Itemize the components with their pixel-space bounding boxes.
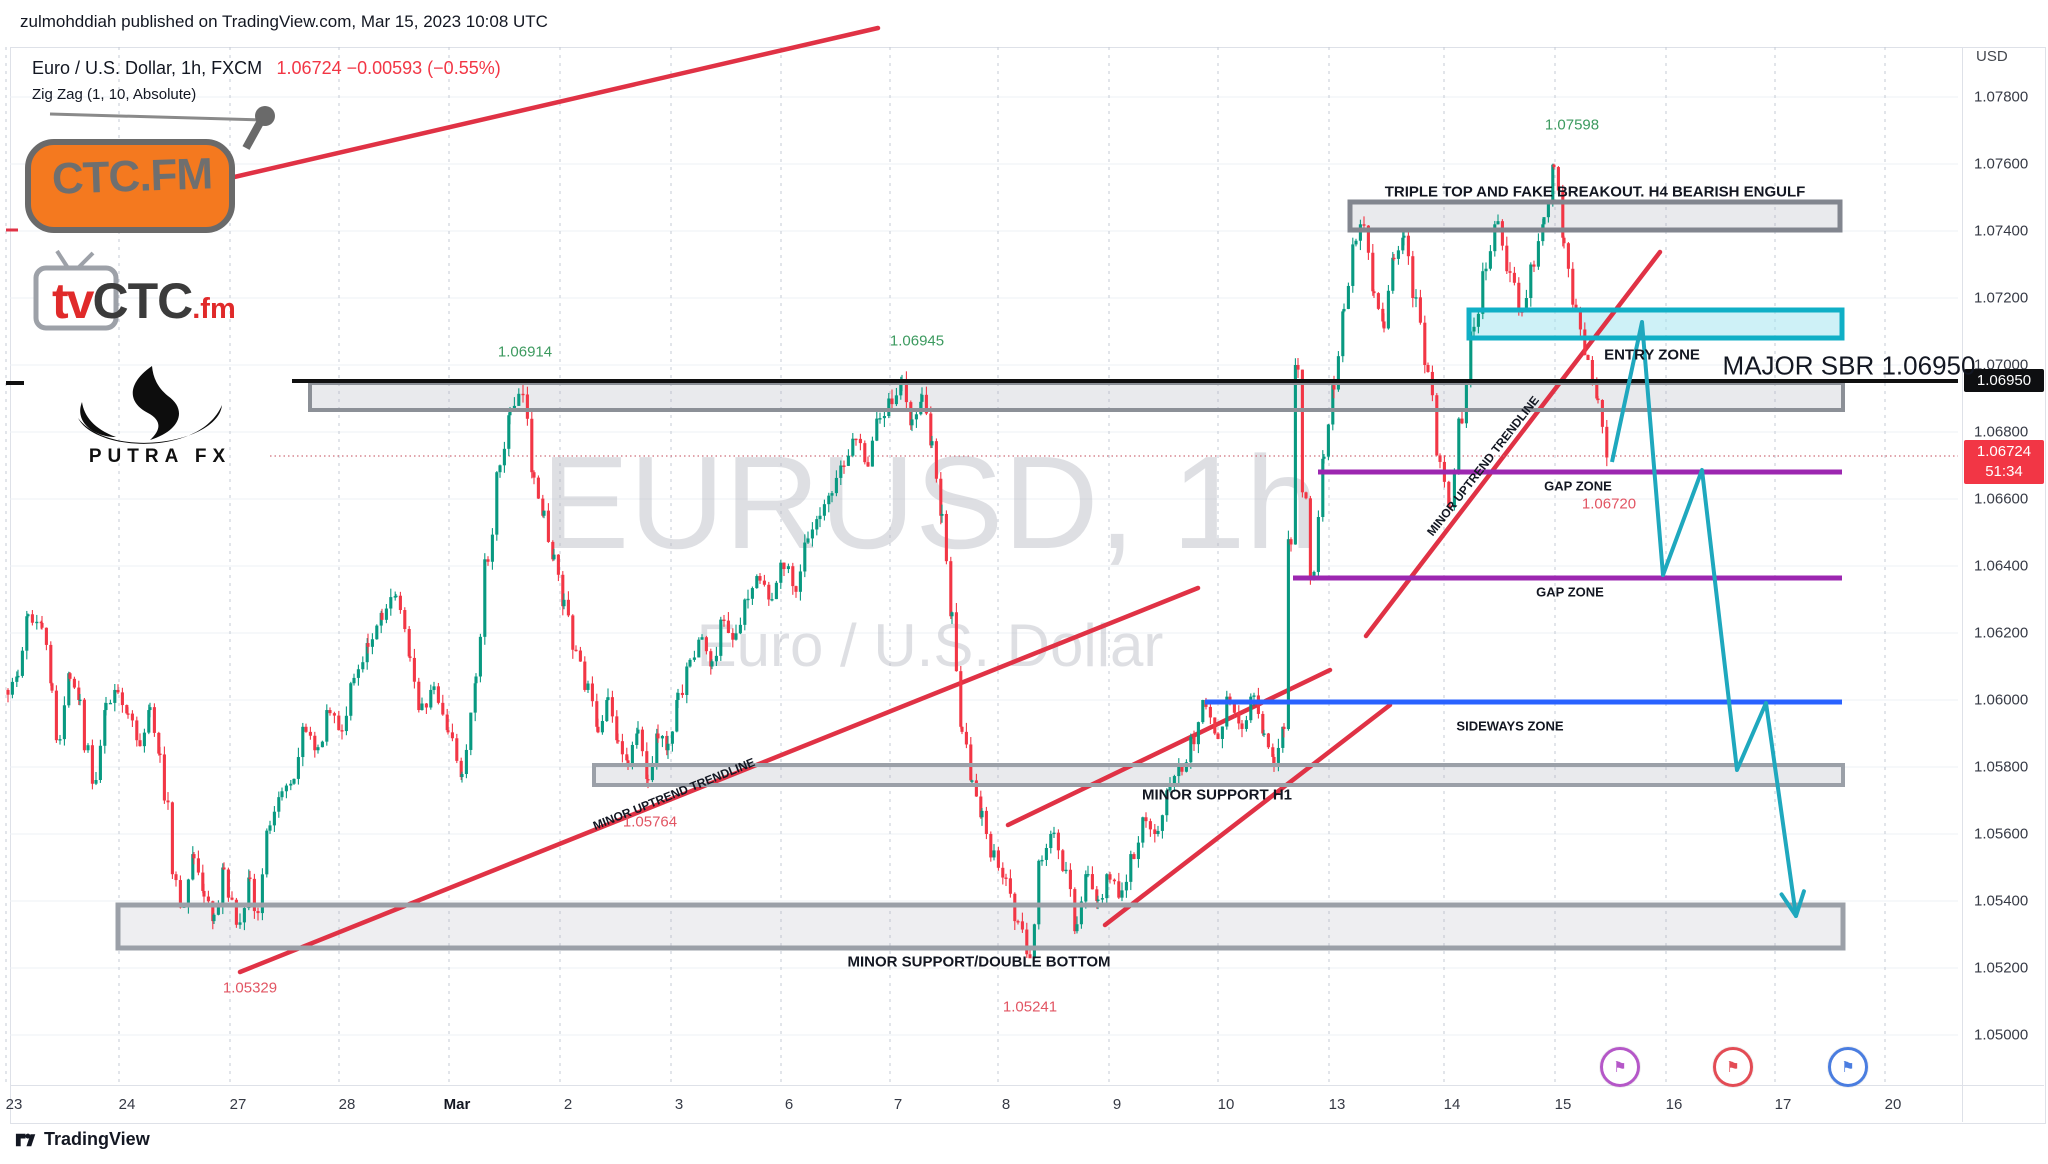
pivot-high-10691: 1.06914 xyxy=(497,343,553,361)
pivot-high-10759: 1.07598 xyxy=(1544,116,1600,134)
time-axis-label-15: 15 xyxy=(1554,1096,1572,1113)
time-axis-label-3: 3 xyxy=(674,1096,684,1113)
time-axis-label-27: 27 xyxy=(229,1096,247,1113)
indicator-row[interactable]: Zig Zag (1, 10, Absolute) xyxy=(32,86,197,103)
time-axis-label-mar: Mar xyxy=(443,1096,471,1113)
time-axis-label-13: 13 xyxy=(1328,1096,1346,1113)
reaction-icon-purple[interactable]: ⚑ xyxy=(1600,1047,1640,1087)
pivot-high-10694: 1.06945 xyxy=(889,332,945,350)
double-bottom-zone-fill xyxy=(118,905,1843,948)
price-axis-label: 1.05600 xyxy=(1974,825,2029,843)
tvctc-fm-text: .fm xyxy=(192,293,236,325)
time-axis-label-2: 2 xyxy=(563,1096,573,1113)
triple-top-zone-fill xyxy=(1350,202,1840,230)
last-price-tag: 1.06724 51:34 xyxy=(1964,440,2044,484)
price-axis-label: 1.05000 xyxy=(1974,1026,2029,1044)
last-price-countdown: 51:34 xyxy=(1985,463,2023,480)
time-axis-label-17: 17 xyxy=(1774,1096,1792,1113)
entry-zone[interactable] xyxy=(1466,307,1845,341)
tvctc-tv-text: tv xyxy=(52,273,94,329)
projection-arrowhead xyxy=(1794,889,1806,918)
reaction-icon-blue[interactable]: ⚑ xyxy=(1828,1047,1868,1087)
tradingview-wordmark: TradingView xyxy=(44,1129,150,1149)
symbol-title: Euro / U.S. Dollar, 1h, FXCM xyxy=(32,58,263,78)
time-axis-label-6: 6 xyxy=(784,1096,794,1113)
publish-info: zulmohddiah published on TradingView.com… xyxy=(20,12,548,31)
tvctc-logo: tv CTC .fm xyxy=(52,272,236,330)
time-axis-label-16: 16 xyxy=(1665,1096,1683,1113)
price-axis-label: 1.05400 xyxy=(1974,892,2029,910)
double-bottom-label: MINOR SUPPORT/DOUBLE BOTTOM xyxy=(847,953,1111,971)
time-axis-label-10: 10 xyxy=(1217,1096,1235,1113)
minor-uptrend-trendline-1[interactable] xyxy=(237,585,1201,975)
reaction-icon-red[interactable]: ⚑ xyxy=(1713,1047,1753,1087)
time-axis-label-9: 9 xyxy=(1112,1096,1122,1113)
last-price-value: 1.06724 xyxy=(1976,443,2032,460)
chart-legend: Euro / U.S. Dollar, 1h, FXCM 1.06724 −0.… xyxy=(32,58,501,103)
time-axis-label-20: 20 xyxy=(1884,1096,1902,1113)
price-axis-label: 1.06800 xyxy=(1974,423,2029,441)
pivot-low-10532: 1.05329 xyxy=(222,979,278,997)
time-axis-label-14: 14 xyxy=(1443,1096,1461,1113)
watermark-name: Euro / U.S. Dollar xyxy=(697,612,1164,679)
major-sbr-label: MAJOR SBR 1.06950 xyxy=(1722,350,1976,381)
time-axis-label-23: 23 xyxy=(5,1096,23,1113)
sbr-price-tag: 1.06950 xyxy=(1964,369,2044,392)
triple-top-zone[interactable] xyxy=(1347,199,1843,233)
h1-support-zone[interactable] xyxy=(592,763,1845,787)
price-axis-label: 1.05800 xyxy=(1974,758,2029,776)
legend-symbol-row[interactable]: Euro / U.S. Dollar, 1h, FXCM 1.06724 −0.… xyxy=(32,58,501,79)
channel-lower[interactable] xyxy=(1102,702,1393,928)
triple-top-label: TRIPLE TOP AND FAKE BREAKOUT. H4 BEARISH… xyxy=(1384,183,1806,201)
price-axis-separator xyxy=(1962,47,1963,1122)
time-axis-label-8: 8 xyxy=(1001,1096,1011,1113)
price-axis-label: 1.07400 xyxy=(1974,222,2029,240)
price-change-summary: 1.06724 −0.00593 (−0.55%) xyxy=(276,58,501,78)
minor-support-h1-label: MINOR SUPPORT H1 xyxy=(1141,786,1293,804)
currency-unit-label: USD xyxy=(1976,48,2008,65)
daily-resistance-zone-fill xyxy=(310,383,1843,410)
price-axis-label: 1.07800 xyxy=(1974,88,2029,106)
watermark-symbol: EURUSD, 1h xyxy=(541,429,1319,576)
tvctc-ctc-text: CTC xyxy=(92,273,193,329)
pivot-low-10524: 1.05241 xyxy=(1002,998,1058,1016)
price-axis-label: 1.05200 xyxy=(1974,959,2029,977)
price-axis-label: 1.06200 xyxy=(1974,624,2029,642)
price-axis-label: 1.06600 xyxy=(1974,490,2029,508)
projection-arrowhead xyxy=(1779,892,1798,918)
price-axis-label: 1.06000 xyxy=(1974,691,2029,709)
gap-zone-1-price: 1.06720 xyxy=(1581,495,1637,513)
minor-uptrend-trendline-2[interactable] xyxy=(1363,249,1663,639)
time-axis-label-24: 24 xyxy=(118,1096,136,1113)
tradingview-attribution[interactable]: TradingView xyxy=(14,1128,150,1151)
putra-fx-logo-text: PUTRA FX xyxy=(88,446,232,467)
price-axis-label: 1.07200 xyxy=(1974,289,2029,307)
candles xyxy=(6,163,1609,959)
entry-zone-label: ENTRY ZONE xyxy=(1604,346,1700,364)
upper-left-trendline[interactable] xyxy=(227,25,881,181)
pivot-low-10576: 1.05764 xyxy=(622,813,678,831)
price-axis-label: 1.06400 xyxy=(1974,557,2029,575)
time-axis-label-28: 28 xyxy=(338,1096,356,1113)
time-axis-label-7: 7 xyxy=(893,1096,903,1113)
time-axis-separator xyxy=(10,1085,2044,1086)
gap-zone-1-label: GAP ZONE xyxy=(1544,478,1612,494)
gap-zone-2-label: GAP ZONE xyxy=(1536,584,1604,600)
sideways-zone-label: SIDEWAYS ZONE xyxy=(1456,718,1564,734)
h1-support-zone-fill xyxy=(594,765,1843,785)
ctcfm-logo-text: CTC.FM xyxy=(51,149,213,204)
chart-frame xyxy=(10,47,2046,1124)
entry-zone-fill xyxy=(1469,310,1842,338)
channel-upper[interactable] xyxy=(1005,667,1333,828)
projection-path[interactable] xyxy=(1610,320,1798,917)
price-axis-label: 1.07600 xyxy=(1974,155,2029,173)
double-bottom-zone[interactable] xyxy=(115,902,1846,951)
tradingview-icon xyxy=(15,1133,36,1147)
